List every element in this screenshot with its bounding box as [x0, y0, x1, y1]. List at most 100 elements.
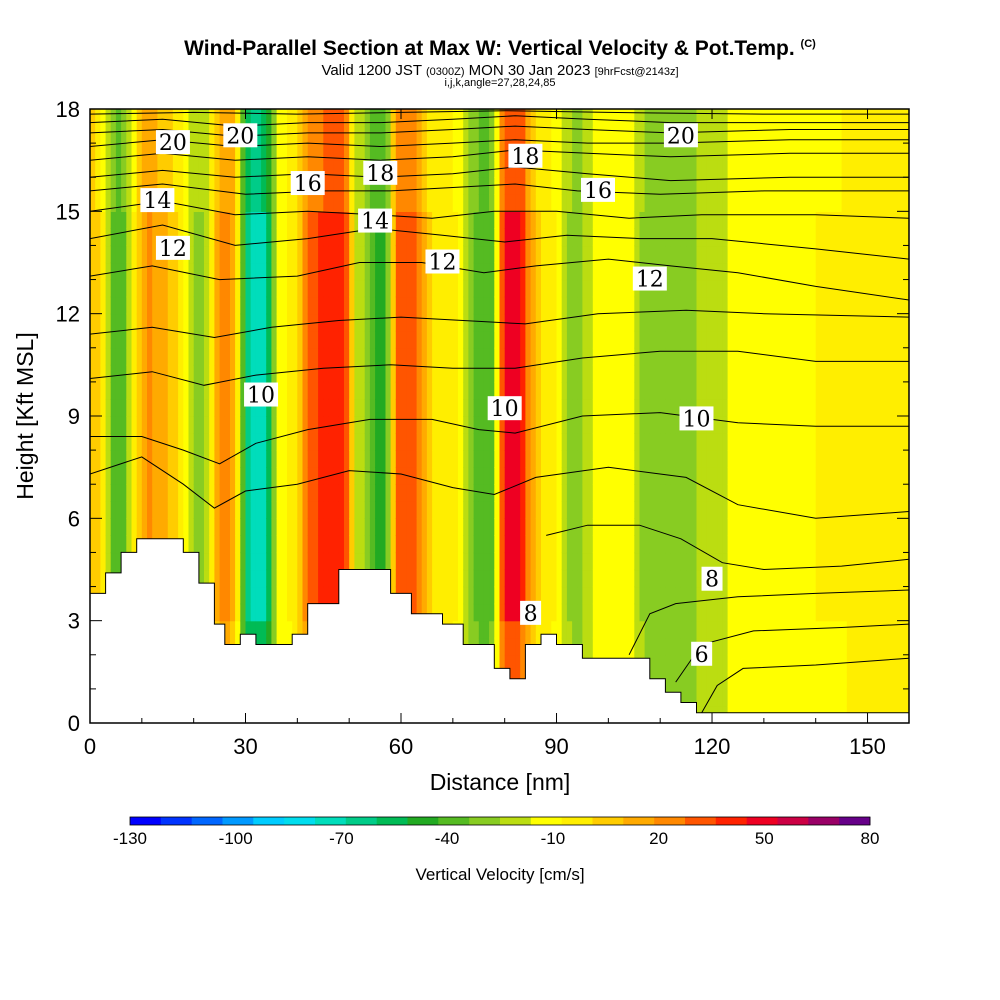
- velocity-cell: [618, 143, 625, 161]
- velocity-cell: [748, 381, 755, 400]
- velocity-cell: [509, 262, 516, 281]
- velocity-cell: [214, 143, 221, 161]
- velocity-cell: [696, 381, 703, 400]
- velocity-cell: [660, 381, 666, 400]
- velocity-cell: [230, 586, 236, 605]
- velocity-cell: [789, 296, 796, 315]
- velocity-cell: [556, 177, 563, 195]
- velocity-cell: [447, 330, 454, 349]
- velocity-cell: [795, 535, 801, 554]
- velocity-cell: [364, 518, 371, 536]
- velocity-cell: [639, 518, 646, 536]
- velocity-cell: [426, 467, 433, 485]
- velocity-cell: [769, 467, 775, 485]
- velocity-cell: [520, 637, 526, 656]
- velocity-cell: [385, 194, 392, 212]
- velocity-cell: [193, 450, 200, 468]
- velocity-cell: [276, 398, 283, 417]
- velocity-cell: [276, 416, 283, 434]
- velocity-cell: [468, 160, 475, 178]
- velocity-cell: [281, 518, 288, 536]
- velocity-cell: [712, 620, 718, 639]
- velocity-cell: [748, 518, 755, 536]
- velocity-cell: [276, 296, 283, 315]
- velocity-cell: [245, 262, 252, 281]
- velocity-cell: [245, 535, 252, 554]
- velocity-cell: [468, 330, 475, 349]
- velocity-cell: [572, 126, 578, 144]
- velocity-cell: [774, 228, 780, 247]
- velocity-cell: [530, 552, 537, 571]
- velocity-cell: [131, 143, 138, 161]
- velocity-cell: [458, 194, 464, 212]
- velocity-cell: [515, 450, 521, 468]
- velocity-cell: [774, 688, 780, 707]
- velocity-cell: [421, 484, 428, 502]
- velocity-cell: [432, 381, 438, 400]
- velocity-cell: [349, 535, 355, 554]
- velocity-cell: [592, 416, 599, 434]
- velocity-cell: [509, 620, 516, 639]
- velocity-cell: [369, 347, 376, 366]
- velocity-cell: [732, 160, 739, 178]
- velocity-cell: [416, 262, 423, 281]
- velocity-cell: [535, 501, 542, 519]
- velocity-cell: [489, 501, 495, 519]
- velocity-cell: [224, 211, 231, 229]
- velocity-cell: [447, 586, 454, 605]
- velocity-cell: [530, 450, 537, 468]
- velocity-cell: [795, 126, 801, 144]
- velocity-cell: [680, 109, 687, 127]
- velocity-cell: [240, 211, 247, 229]
- velocity-cell: [587, 313, 594, 332]
- velocity-cell: [224, 484, 231, 502]
- velocity-cell: [354, 228, 361, 247]
- velocity-cell: [587, 109, 594, 127]
- velocity-cell: [618, 552, 625, 571]
- velocity-cell: [686, 569, 692, 588]
- velocity-cell: [323, 313, 330, 332]
- velocity-cell: [297, 109, 304, 127]
- velocity-cell: [141, 416, 148, 434]
- velocity-cell: [240, 501, 247, 519]
- velocity-cell: [426, 416, 433, 434]
- velocity-cell: [541, 296, 547, 315]
- velocity-cell: [520, 381, 526, 400]
- velocity-cell: [701, 296, 708, 315]
- velocity-cell: [287, 194, 293, 212]
- velocity-cell: [261, 484, 267, 502]
- velocity-cell: [701, 586, 708, 605]
- velocity-cell: [572, 552, 578, 571]
- velocity-cell: [489, 330, 495, 349]
- velocity-cell: [328, 194, 335, 212]
- velocity-cell: [126, 416, 133, 434]
- velocity-cell: [551, 381, 558, 400]
- velocity-cell: [406, 194, 412, 212]
- velocity-cell: [509, 450, 516, 468]
- velocity-cell: [613, 143, 620, 161]
- velocity-cell: [763, 450, 770, 468]
- velocity-cell: [110, 228, 117, 247]
- velocity-cell: [328, 381, 335, 400]
- velocity-cell: [204, 416, 210, 434]
- velocity-cell: [561, 416, 568, 434]
- velocity-cell: [426, 535, 433, 554]
- velocity-cell: [235, 535, 241, 554]
- velocity-cell: [230, 535, 236, 554]
- velocity-cell: [458, 245, 464, 264]
- velocity-cell: [421, 143, 428, 161]
- velocity-cell: [266, 398, 272, 417]
- velocity-cell: [152, 313, 158, 332]
- velocity-cell: [328, 398, 335, 417]
- velocity-cell: [172, 364, 179, 383]
- velocity-cell: [774, 143, 780, 161]
- velocity-cell: [312, 245, 319, 264]
- velocity-cell: [95, 552, 101, 571]
- velocity-cell: [686, 535, 692, 554]
- velocity-cell: [204, 194, 210, 212]
- velocity-cell: [660, 160, 666, 178]
- velocity-cell: [608, 450, 615, 468]
- velocity-cell: [478, 313, 485, 332]
- velocity-cell: [587, 330, 594, 349]
- velocity-cell: [489, 586, 495, 605]
